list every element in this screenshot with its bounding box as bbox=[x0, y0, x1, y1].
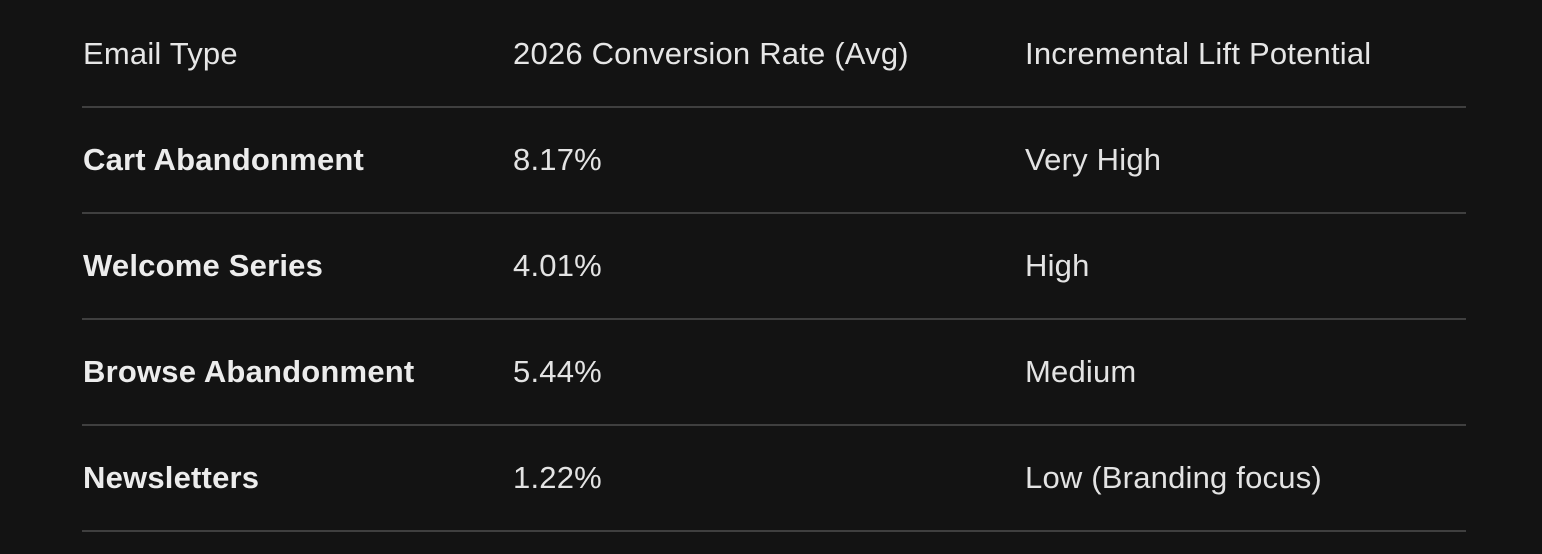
email-type-cell: Browse Abandonment bbox=[82, 319, 512, 426]
column-header-email-type: Email Type bbox=[82, 2, 512, 108]
table-body: Cart Abandonment 8.17% Very High Welcome… bbox=[82, 107, 1466, 532]
conversion-rate-cell: 5.44% bbox=[512, 319, 1024, 426]
table-row: Browse Abandonment 5.44% Medium bbox=[82, 319, 1466, 426]
lift-potential-cell: Very High bbox=[1024, 107, 1466, 214]
table-row: Cart Abandonment 8.17% Very High bbox=[82, 107, 1466, 214]
conversion-rate-cell: 4.01% bbox=[512, 213, 1024, 320]
lift-potential-cell: High bbox=[1024, 213, 1466, 320]
table-row: Newsletters 1.22% Low (Branding focus) bbox=[82, 425, 1466, 532]
table-row: Welcome Series 4.01% High bbox=[82, 213, 1466, 320]
conversion-rate-cell: 1.22% bbox=[512, 425, 1024, 532]
header-row: Email Type 2026 Conversion Rate (Avg) In… bbox=[82, 2, 1466, 108]
column-header-conversion-rate: 2026 Conversion Rate (Avg) bbox=[512, 2, 1024, 108]
email-conversion-table-container: Email Type 2026 Conversion Rate (Avg) In… bbox=[82, 2, 1466, 532]
email-type-cell: Welcome Series bbox=[82, 213, 512, 320]
conversion-rate-cell: 8.17% bbox=[512, 107, 1024, 214]
email-type-cell: Cart Abandonment bbox=[82, 107, 512, 214]
email-type-cell: Newsletters bbox=[82, 425, 512, 532]
table-header: Email Type 2026 Conversion Rate (Avg) In… bbox=[82, 2, 1466, 108]
lift-potential-cell: Low (Branding focus) bbox=[1024, 425, 1466, 532]
lift-potential-cell: Medium bbox=[1024, 319, 1466, 426]
email-conversion-table: Email Type 2026 Conversion Rate (Avg) In… bbox=[82, 2, 1466, 532]
column-header-lift-potential: Incremental Lift Potential bbox=[1024, 2, 1466, 108]
